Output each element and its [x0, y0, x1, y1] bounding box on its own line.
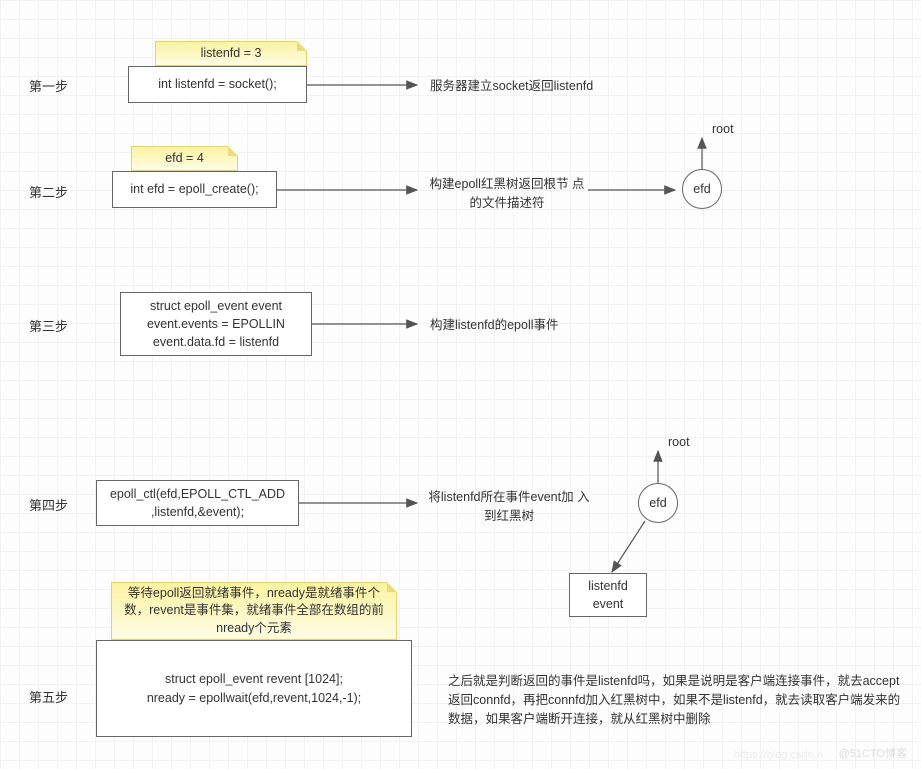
- step1-label: 第一步: [29, 76, 68, 95]
- step2-efd-node: efd: [682, 169, 722, 209]
- step4-root-label: root: [668, 435, 690, 449]
- step1-box: int listenfd = socket();: [128, 66, 307, 103]
- step2-efd-text: efd: [693, 182, 710, 196]
- step4-box-text: epoll_ctl(efd,EPOLL_CTL_ADD ,listenfd,&e…: [110, 485, 285, 521]
- step5-note-text: 等待epoll返回就绪事件，nready是就绪事件个数，revent是事件集，就…: [120, 585, 388, 638]
- step2-label: 第二步: [29, 182, 68, 201]
- step4-efd-text: efd: [649, 496, 666, 510]
- step1-note: listenfd = 3: [155, 41, 307, 66]
- step5-box-text: struct epoll_event revent [1024]; nready…: [147, 670, 361, 706]
- step1-desc: 服务器建立socket返回listenfd: [430, 77, 593, 96]
- step2-note: efd = 4: [131, 146, 238, 171]
- diagram-canvas: 第一步 listenfd = 3 int listenfd = socket()…: [0, 0, 921, 769]
- step4-box: epoll_ctl(efd,EPOLL_CTL_ADD ,listenfd,&e…: [96, 480, 299, 526]
- watermark-right: @51CTO博客: [839, 745, 907, 761]
- step2-desc: 构建epoll红黑树返回根节 点的文件描述符: [427, 175, 587, 213]
- step3-box: struct epoll_event event event.events = …: [120, 292, 312, 356]
- step1-box-text: int listenfd = socket();: [158, 75, 276, 93]
- step3-desc: 构建listenfd的epoll事件: [430, 316, 559, 335]
- step3-label: 第三步: [29, 316, 68, 335]
- step1-note-text: listenfd = 3: [201, 45, 262, 63]
- step4-efd-node: efd: [638, 483, 678, 523]
- step4-child-text: listenfd event: [588, 577, 628, 613]
- step4-label: 第四步: [29, 495, 68, 514]
- step5-label: 第五步: [29, 687, 68, 706]
- step5-desc: 之后就是判断返回的事件是listenfd吗，如果是说明是客户端连接事件，就去ac…: [448, 672, 904, 728]
- step2-box-text: int efd = epoll_create();: [130, 180, 258, 198]
- step2-root-label: root: [712, 122, 734, 136]
- step2-box: int efd = epoll_create();: [112, 171, 277, 208]
- step5-box: struct epoll_event revent [1024]; nready…: [96, 640, 412, 737]
- step3-box-text: struct epoll_event event event.events = …: [147, 297, 285, 351]
- step4-child-box: listenfd event: [569, 573, 647, 617]
- step2-note-text: efd = 4: [165, 150, 204, 168]
- step5-note: 等待epoll返回就绪事件，nready是就绪事件个数，revent是事件集，就…: [111, 582, 397, 640]
- watermark-left: https://blog.csdn.n: [734, 749, 823, 761]
- step4-desc: 将listenfd所在事件event加 入到红黑树: [425, 488, 593, 526]
